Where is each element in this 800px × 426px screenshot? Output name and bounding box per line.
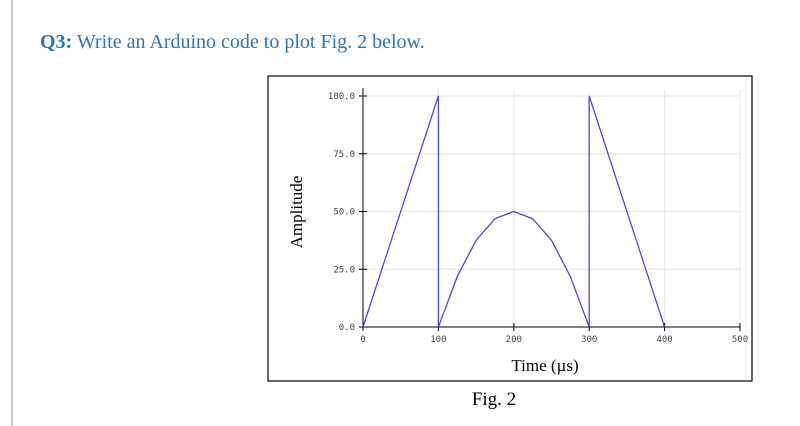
y-tick-label: 0.0 [339, 323, 355, 333]
x-tick-label: 500 [732, 335, 748, 345]
y-tick-label: 100.0 [328, 92, 355, 102]
chart: 0.0 25.0 50.0 75.0 100.0 0 100 200 300 400 500 [328, 88, 748, 345]
chart-frame [267, 75, 753, 382]
question-text: Write an Arduino code to plot Fig. 2 bel… [77, 31, 425, 53]
x-tick-label: 0 [360, 335, 365, 345]
x-tick-label: 300 [581, 335, 597, 345]
question: Q3: Write an Arduino code to plot Fig. 2… [40, 31, 425, 53]
x-tick-label: 400 [656, 335, 672, 345]
x-axis-label: Time (µs) [511, 356, 578, 375]
caption: Fig. 2 [472, 389, 516, 410]
y-tick-label: 75.0 [333, 150, 355, 160]
y-tick-label: 25.0 [333, 265, 355, 275]
question-label: Q3: [40, 31, 72, 53]
x-tick-label: 100 [430, 335, 446, 345]
x-tick-label: 200 [506, 335, 522, 345]
y-axis-label: Amplitude [287, 176, 306, 249]
y-tick-label: 50.0 [333, 208, 355, 218]
data-line [362, 95, 666, 328]
